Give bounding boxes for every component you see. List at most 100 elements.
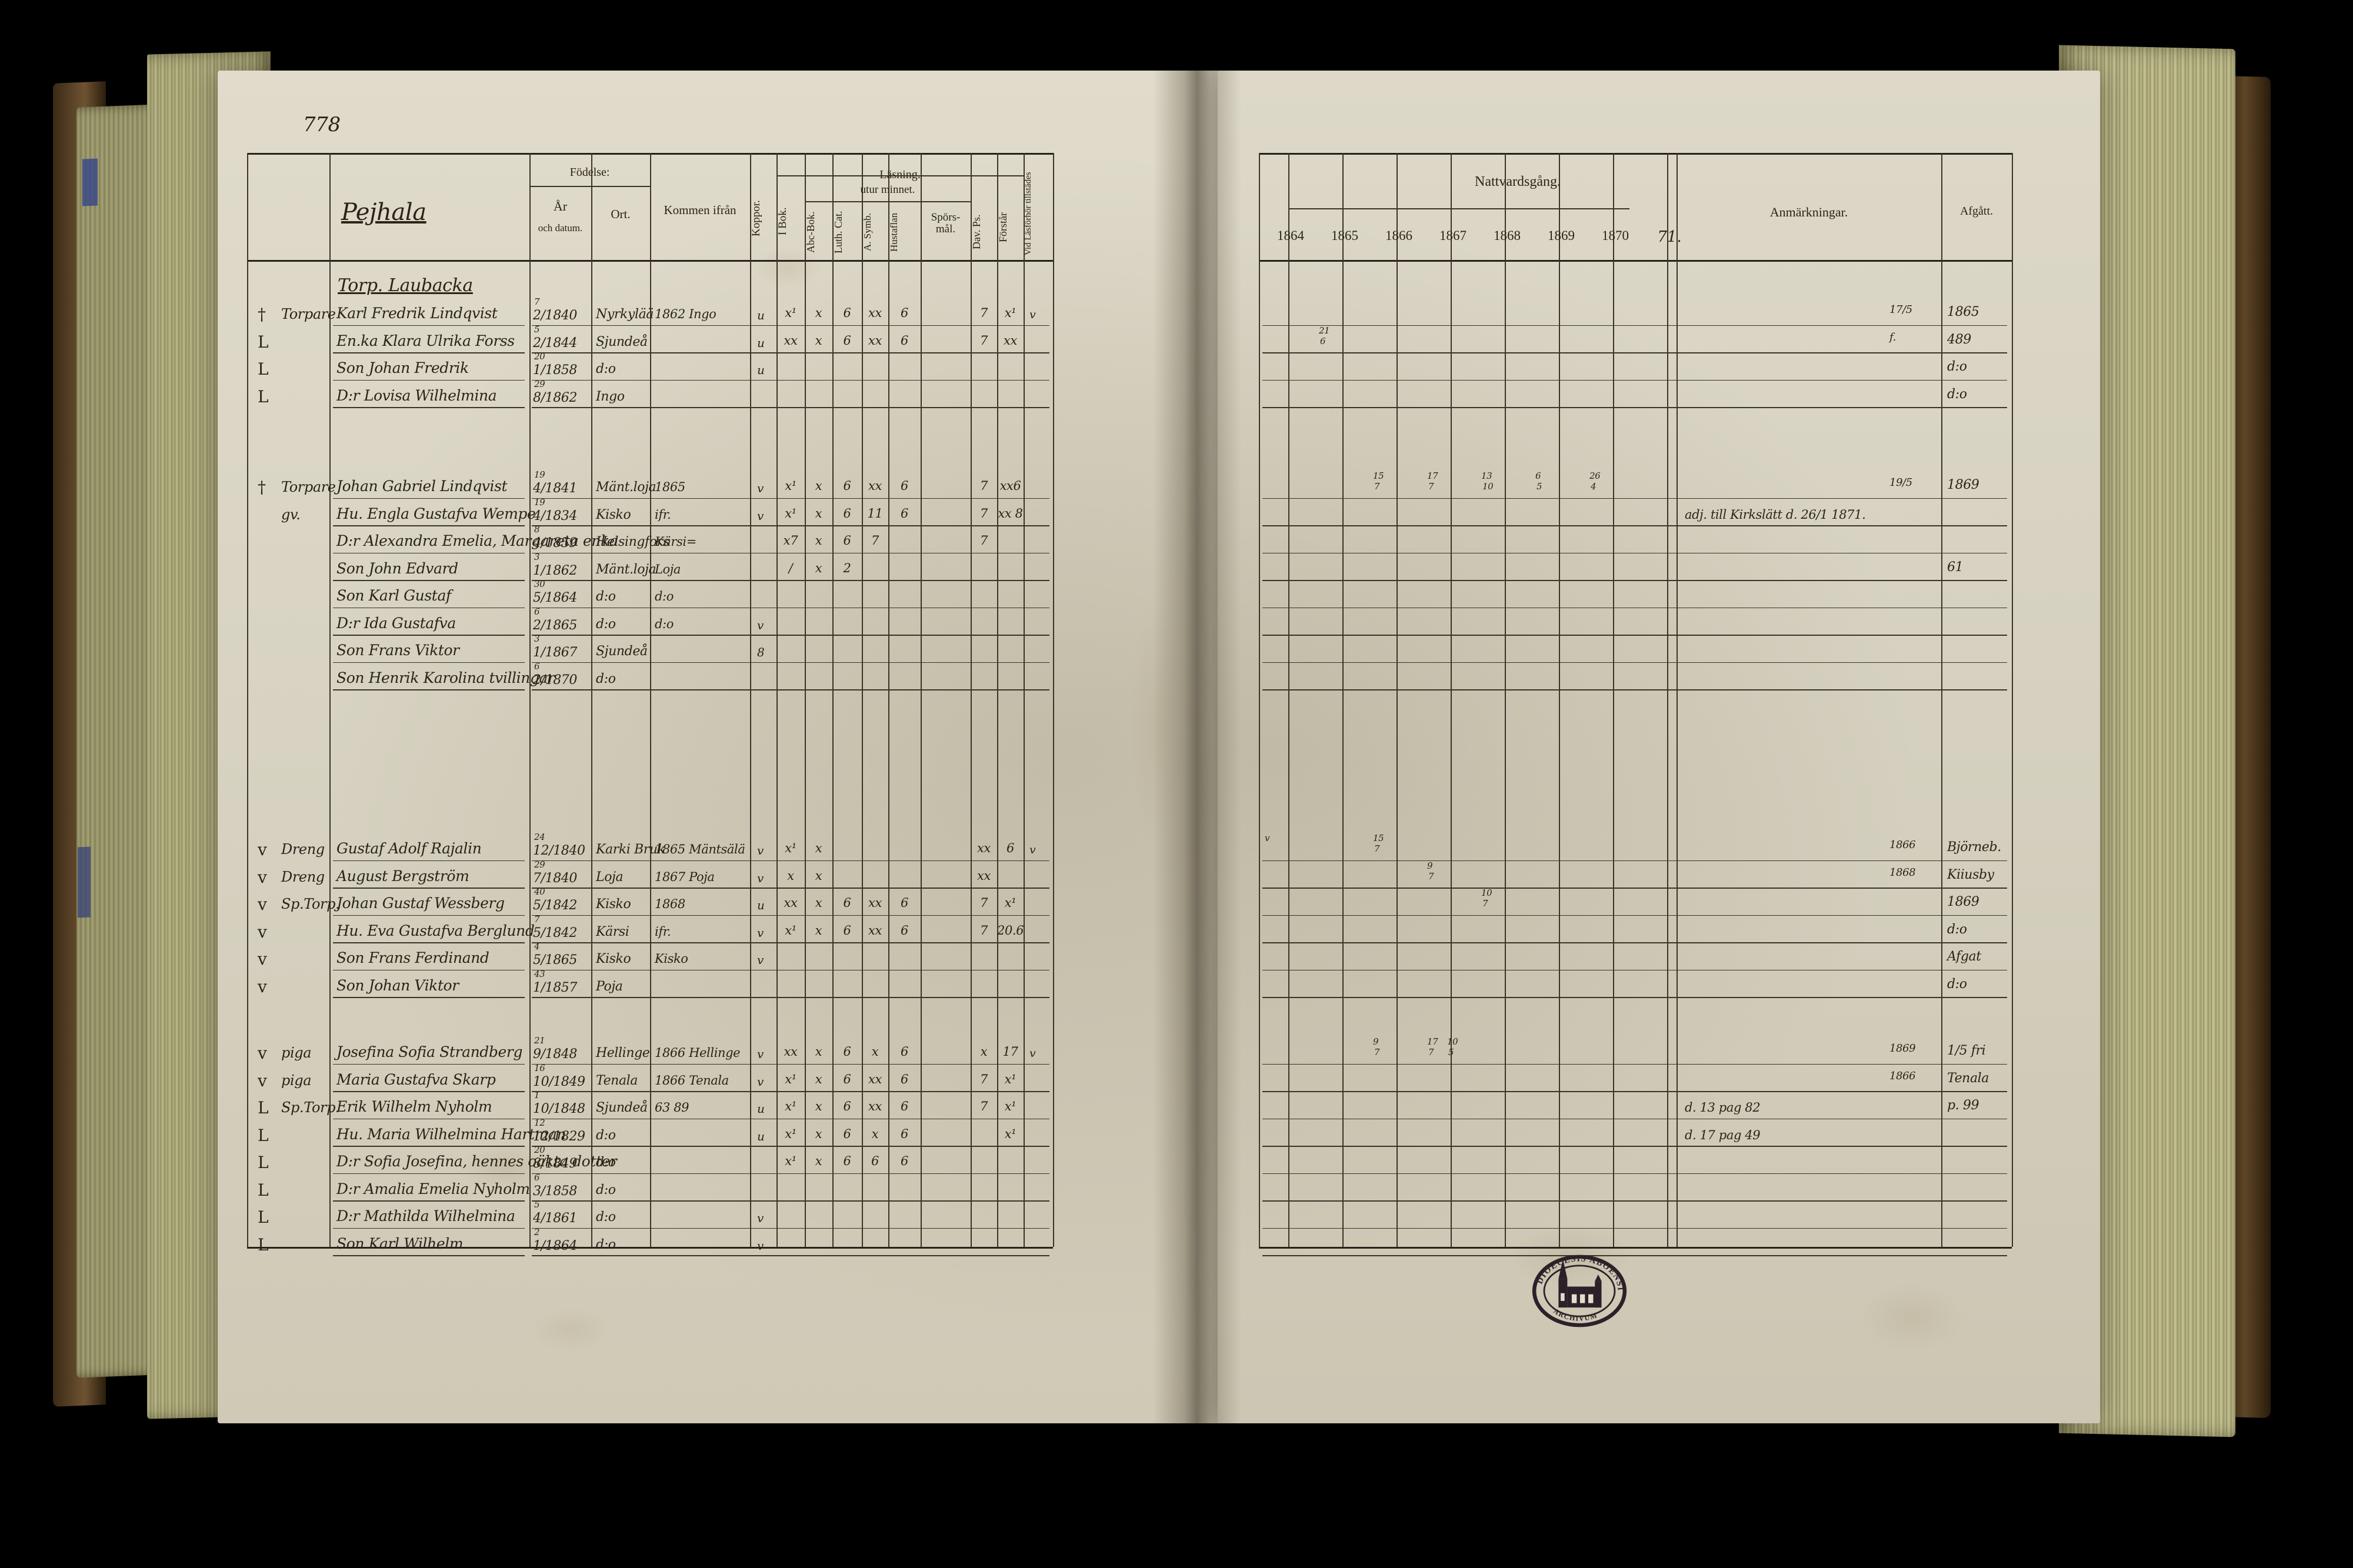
row-margin-symbol: L: [258, 386, 269, 406]
row-birth-month-year: 4/1859: [533, 536, 577, 551]
table-rule-vertical: [888, 153, 889, 1247]
table-rule-horizontal: [333, 1200, 525, 1202]
row-birth-day: 24: [534, 832, 545, 842]
table-rule-horizontal: [532, 379, 1049, 381]
row-birth-place: Poja: [596, 979, 623, 994]
table-rule-horizontal: [247, 1247, 1053, 1249]
bookmark-tab-top: [82, 158, 98, 206]
row-communion-day-2: 9: [1373, 1036, 1379, 1047]
row-name: Hu. Maria Wilhelmina Hartman: [336, 1125, 566, 1143]
row-reading-mark-2: 6: [843, 1045, 851, 1059]
row-reading-mark-6: 7: [980, 1072, 988, 1086]
row-birth-place: d:o: [596, 362, 616, 376]
row-birth-place: d:o: [596, 1210, 616, 1225]
row-attendance: v: [1029, 1047, 1036, 1060]
row-margin-label: Dreng: [281, 841, 325, 858]
table-rule-horizontal: [532, 969, 1049, 971]
table-rule-vertical: [1288, 153, 1289, 1247]
row-from: 1865 Mäntsälä: [655, 842, 745, 856]
row-communion-day-3: 17: [1427, 471, 1438, 481]
table-rule-horizontal: [1262, 498, 2007, 499]
row-from: d:o: [655, 616, 674, 631]
row-reading-mark-0: x¹: [785, 506, 796, 521]
row-attendance: v: [1029, 843, 1036, 856]
table-rule-vertical: [247, 153, 248, 1247]
table-rule-horizontal: [1262, 1200, 2007, 1202]
row-birth-month-year: 5/1842: [533, 925, 577, 940]
row-departed: Afgat: [1947, 949, 1981, 964]
row-birth-day: 7: [534, 913, 540, 925]
row-reading-mark-1: x: [815, 841, 822, 855]
row-margin-symbol: v: [258, 976, 267, 996]
page-edges-left-outer: [76, 104, 159, 1378]
row-departed-prefix: 19/5: [1889, 476, 1912, 489]
table-rule-vertical: [805, 153, 806, 1247]
row-margin-symbol: L: [258, 1180, 269, 1200]
row-margin-symbol: L: [258, 1207, 269, 1227]
table-rule-vertical: [1451, 153, 1452, 1247]
table-rule-vertical: [2012, 153, 2013, 1247]
table-rule-horizontal: [333, 860, 525, 862]
row-reading-mark-2: 6: [843, 1072, 851, 1086]
table-rule-vertical: [1677, 153, 1678, 1247]
table-rule-horizontal: [333, 1227, 525, 1229]
row-birth-day: 1: [534, 1090, 540, 1100]
row-communion-month-2: 7: [1374, 481, 1380, 492]
group-heading-group-1: Torp. Laubacka: [338, 275, 473, 296]
row-communion-month-4: 10: [1482, 481, 1494, 492]
table-rule-horizontal: [333, 580, 525, 581]
row-birth-month-year: 2/1844: [533, 335, 577, 351]
row-koppor: v: [757, 953, 764, 967]
table-rule-horizontal: [532, 635, 1049, 636]
row-birth-place: d:o: [596, 616, 616, 632]
row-birth-day: 7: [534, 296, 540, 307]
table-rule-vertical: [1505, 153, 1506, 1247]
row-birth-day: 16: [534, 1062, 545, 1073]
column-header-year-1867: 1867: [1439, 228, 1467, 243]
table-rule-horizontal: [333, 325, 525, 326]
table-rule-vertical: [329, 153, 331, 1247]
table-rule-horizontal: [1262, 607, 2007, 609]
table-rule-vertical: [1259, 153, 1260, 1247]
row-reading-mark-3: xx: [868, 479, 882, 493]
row-margin-label: piga: [281, 1045, 312, 1061]
row-name: Son Karl Wilhelm: [336, 1235, 464, 1252]
column-header-dav-ps: Dav. Ps.: [971, 214, 982, 249]
row-reading-mark-1: x: [815, 1126, 822, 1141]
table-rule-horizontal: [333, 635, 525, 636]
table-rule-horizontal: [1262, 915, 2007, 916]
row-name: Johan Gustaf Wessberg: [336, 895, 505, 912]
ledger-page-right: [1218, 71, 2100, 1423]
row-reading-mark-3: x: [871, 1126, 879, 1141]
row-reading-mark-0: xx: [784, 1045, 798, 1059]
row-reading-mark-3: xx: [868, 306, 882, 320]
row-margin-symbol: v: [258, 840, 267, 859]
row-birth-month-year: 1/1857: [533, 980, 577, 995]
table-rule-horizontal: [532, 525, 1049, 526]
row-birth-day: 19: [534, 469, 545, 480]
row-notes: adj. till Kirkslätt d. 26/1 1871.: [1685, 507, 1866, 522]
table-rule-horizontal: [1262, 942, 2007, 943]
table-rule-horizontal: [1262, 888, 2007, 889]
row-departed-prefix: 17/5: [1889, 303, 1912, 316]
row-reading-mark-2: 6: [843, 479, 851, 493]
row-birth-month-year: 4/1841: [533, 481, 577, 496]
table-rule-horizontal: [333, 1255, 525, 1256]
row-reading-mark-7: x¹: [1004, 896, 1016, 910]
row-reading-mark-2: 6: [843, 923, 851, 938]
row-reading-mark-0: x¹: [785, 1072, 796, 1086]
row-departed-prefix: 1866: [1889, 839, 1916, 851]
row-from: 1866 Hellinge: [655, 1046, 741, 1060]
row-margin-symbol: L: [258, 332, 269, 352]
row-birth-month-year: 2/1870: [533, 672, 577, 688]
table-rule-horizontal: [532, 1063, 1049, 1065]
row-margin-symbol: L: [258, 1153, 269, 1172]
row-reading-mark-0: x: [787, 868, 794, 883]
table-rule-horizontal: [333, 498, 525, 499]
table-rule-horizontal: [1259, 1247, 2012, 1249]
table-rule-horizontal: [532, 580, 1049, 581]
row-reading-mark-6: x: [980, 1045, 988, 1059]
row-birth-place: d:o: [596, 1127, 616, 1143]
row-margin-symbol: v: [258, 867, 267, 887]
column-header-i-bok: I Bok.: [776, 207, 789, 235]
